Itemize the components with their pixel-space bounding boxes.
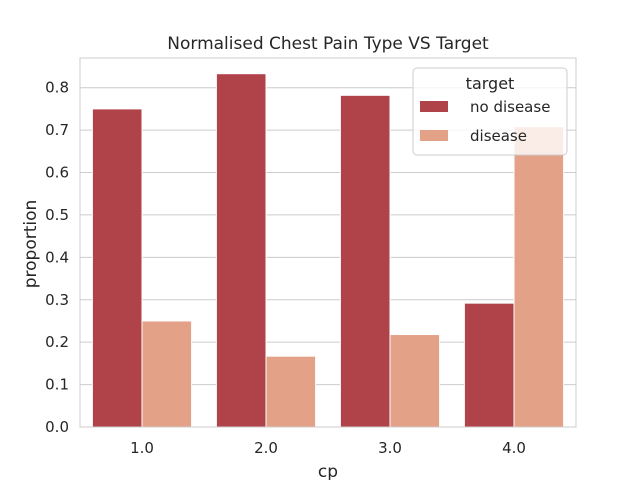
bars <box>91 73 565 428</box>
chart-title: Normalised Chest Pain Type VS Target <box>167 34 489 54</box>
legend-swatch-disease <box>420 130 448 141</box>
bar-disease-2.0 <box>265 355 317 428</box>
legend-box <box>412 67 568 156</box>
x-axis-label: cp <box>318 462 338 480</box>
bar-no-disease-3.0 <box>339 94 391 428</box>
legend-label-no-disease: no disease <box>470 98 550 116</box>
bar-disease-1.0 <box>141 320 193 428</box>
y-tick-label: 0.4 <box>45 248 69 266</box>
plot-frame <box>79 57 577 428</box>
x-tick-labels: 1.0 2.0 3.0 4.0 <box>130 439 526 457</box>
x-tick-label: 3.0 <box>378 439 402 457</box>
legend: target no disease disease <box>412 67 568 156</box>
bar-disease-3.0 <box>389 334 441 428</box>
y-tick-label: 0.7 <box>45 121 69 139</box>
bar-no-disease-4.0 <box>463 302 515 428</box>
y-tick-labels: 0.0 0.1 0.2 0.3 0.4 0.5 0.6 0.7 0.8 <box>45 79 69 436</box>
y-tick-label: 0.1 <box>45 376 69 394</box>
bar-no-disease-2.0 <box>215 73 267 428</box>
bar-disease-4.0 <box>513 126 565 428</box>
legend-label-disease: disease <box>470 127 527 145</box>
y-tick-label: 0.2 <box>45 333 69 351</box>
y-axis-label: proportion <box>21 200 41 289</box>
x-tick-label: 4.0 <box>502 439 526 457</box>
legend-title: target <box>466 74 515 93</box>
x-tick-label: 2.0 <box>254 439 278 457</box>
y-tick-label: 0.3 <box>45 291 69 309</box>
y-tick-label: 0.8 <box>45 79 69 97</box>
x-tick-label: 1.0 <box>130 439 154 457</box>
y-tick-label: 0.6 <box>45 164 69 182</box>
y-tick-label: 0.0 <box>45 418 69 436</box>
y-tick-label: 0.5 <box>45 206 69 224</box>
legend-swatch-no-disease <box>420 101 448 112</box>
bar-no-disease-1.0 <box>91 108 143 428</box>
